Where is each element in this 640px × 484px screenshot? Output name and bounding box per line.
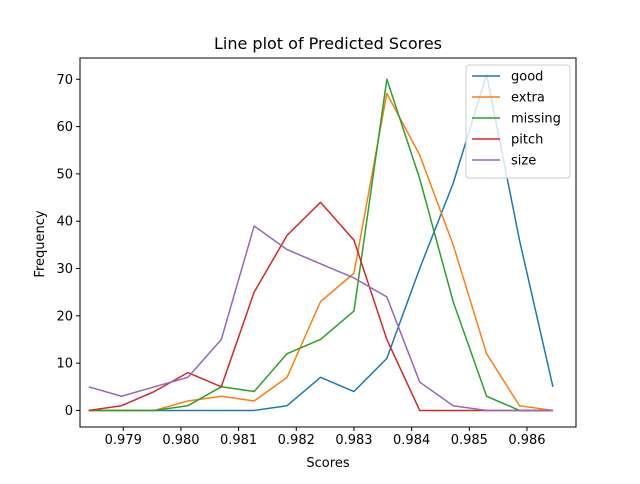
x-tick-label: 0.984 [393, 433, 430, 448]
y-tick-label: 10 [56, 357, 73, 372]
series-line-size [88, 225, 553, 412]
x-tick-label: 0.986 [508, 433, 545, 448]
x-tick-label: 0.981 [220, 433, 257, 448]
y-axis: 0 10 20 30 40 50 60 70 [56, 73, 80, 419]
legend-label-extra: extra [511, 91, 545, 106]
legend-label-pitch: pitch [511, 133, 543, 148]
series-line-extra [88, 92, 554, 412]
series-line-pitch [88, 201, 553, 412]
legend: good extra missing pitch size [465, 64, 571, 179]
x-tick-label: 0.982 [278, 433, 315, 448]
legend-label-missing: missing [511, 112, 561, 127]
x-tick-label: 0.980 [162, 433, 199, 448]
y-tick-label: 0 [65, 404, 73, 419]
legend-label-size: size [511, 154, 536, 169]
x-tick-label: 0.979 [105, 433, 142, 448]
series-line-missing [88, 78, 553, 412]
x-tick-label: 0.985 [451, 433, 488, 448]
y-tick-label: 30 [56, 262, 73, 277]
legend-box [465, 64, 571, 179]
y-tick-label: 50 [56, 167, 73, 182]
x-tick-label: 0.983 [335, 433, 372, 448]
y-axis-label: Frequency [33, 210, 48, 277]
x-axis-label: Scores [306, 456, 349, 471]
y-tick-label: 70 [56, 73, 73, 88]
y-tick-label: 40 [56, 215, 73, 230]
legend-label-good: good [511, 70, 543, 85]
y-tick-label: 60 [56, 120, 73, 135]
x-axis: 0.979 0.980 0.981 0.982 0.983 0.984 0.985 0.986 [105, 427, 546, 448]
y-tick-label: 20 [56, 309, 73, 324]
chart-title: Line plot of Predicted Scores [214, 34, 442, 53]
plot-frame [79, 57, 577, 428]
